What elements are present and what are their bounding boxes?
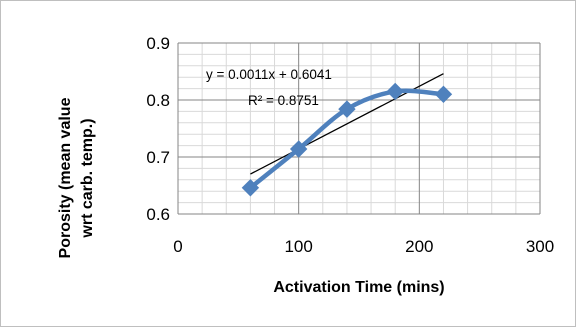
data-point-marker: [434, 85, 453, 104]
x-tick-label: 0: [173, 237, 182, 256]
r-squared-label: R² = 0.8751: [248, 93, 319, 108]
y-tick-label: 0.8: [146, 91, 170, 110]
x-tick-label: 200: [405, 237, 433, 256]
y-tick-label: 0.9: [146, 34, 170, 53]
x-axis-title: Activation Time (mins): [273, 279, 444, 296]
y-tick-label: 0.7: [146, 148, 170, 167]
series-layer: [241, 82, 453, 197]
data-point-marker: [241, 179, 260, 197]
data-point-marker: [386, 82, 404, 101]
axes: [177, 43, 540, 215]
data-point-marker: [338, 100, 356, 118]
x-tick-label: 300: [526, 237, 554, 256]
data-point-marker: [289, 140, 308, 158]
labels: y = 0.0011x + 0.6041 R² = 0.8751 Activat…: [57, 34, 554, 296]
y-axis-title-line2: wrt carb. temp.): [79, 118, 96, 238]
y-axis-title-line1: Porosity (mean value: [57, 97, 74, 258]
x-tick-label: 100: [284, 237, 312, 256]
trendline-equation: y = 0.0011x + 0.6041: [206, 67, 332, 82]
y-tick-label: 0.6: [146, 205, 170, 224]
